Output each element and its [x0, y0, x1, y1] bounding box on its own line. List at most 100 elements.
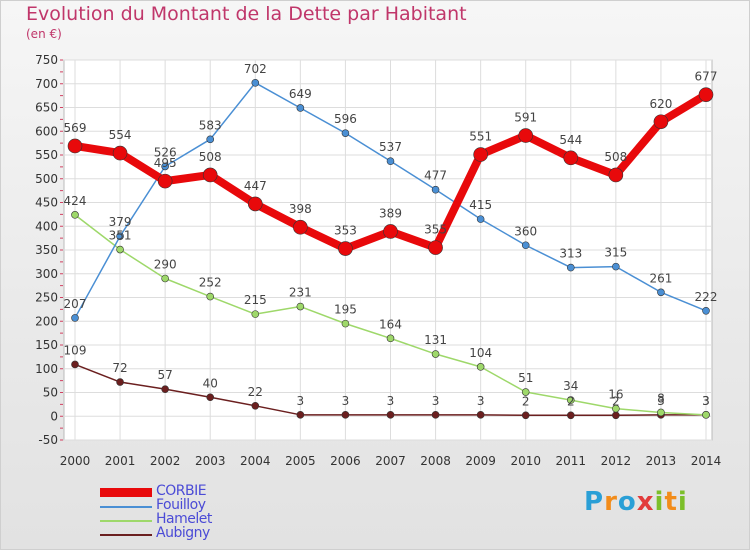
data-label-fouilloy: 596	[334, 112, 357, 126]
data-point-aubigny	[476, 411, 485, 419]
data-point-fouilloy	[116, 232, 124, 241]
data-point-fouilloy	[657, 288, 665, 297]
x-tick-label: 2004	[240, 454, 271, 468]
data-label-hamelet: 3	[702, 394, 710, 408]
logo-letter: x	[636, 487, 655, 517]
y-tick-label: 100	[35, 362, 58, 376]
x-tick-label: 2006	[330, 454, 361, 468]
data-point-corbie	[518, 128, 534, 143]
data-label-aubigny: 2	[612, 394, 620, 408]
y-tick-label: 0	[50, 409, 58, 423]
logo-letter: r	[604, 487, 618, 517]
legend: CORBIE Fouilloy Hamelet Aubigny	[100, 483, 300, 541]
data-point-corbie	[563, 150, 579, 166]
data-point-fouilloy	[476, 215, 485, 223]
data-point-hamelet	[206, 292, 215, 301]
data-point-corbie	[428, 240, 443, 255]
data-label-hamelet: 8	[657, 391, 665, 405]
chart-title: Evolution du Montant de la Dette par Hab…	[26, 3, 467, 25]
data-point-hamelet	[296, 302, 305, 311]
chart-subtitle: (en €)	[26, 27, 62, 41]
y-tick-label: 600	[35, 124, 58, 138]
x-tick-label: 2013	[646, 454, 677, 468]
legend-swatch-corbie	[100, 488, 152, 497]
x-tick-label: 2005	[285, 454, 316, 468]
data-label-fouilloy: 702	[244, 62, 267, 76]
data-label-corbie: 398	[289, 202, 312, 216]
data-point-corbie	[338, 241, 353, 256]
data-label-aubigny: 3	[342, 394, 350, 408]
data-point-hamelet	[116, 245, 124, 254]
data-label-corbie: 544	[559, 133, 582, 147]
legend-item: CORBIE	[100, 483, 300, 499]
data-label-corbie: 353	[334, 224, 357, 238]
data-label-hamelet: 131	[424, 333, 447, 347]
y-tick-label: 650	[35, 101, 58, 115]
data-point-hamelet	[161, 274, 169, 283]
legend-item: Aubigny	[100, 525, 300, 541]
y-tick-label: 350	[35, 243, 58, 257]
y-tick-label: 300	[35, 267, 58, 281]
data-point-corbie	[698, 87, 714, 102]
data-point-fouilloy	[161, 162, 169, 171]
data-point-aubigny	[566, 411, 575, 420]
x-tick-label: 2010	[510, 454, 541, 468]
data-label-fouilloy: 207	[64, 297, 87, 311]
data-label-corbie: 508	[604, 150, 627, 164]
x-tick-label: 2009	[465, 454, 496, 468]
data-label-hamelet: 252	[199, 276, 222, 290]
data-point-corbie	[473, 147, 488, 162]
data-label-aubigny: 3	[387, 394, 395, 408]
data-label-aubigny: 2	[522, 394, 530, 408]
data-label-fouilloy: 313	[559, 247, 582, 261]
x-tick-label: 2008	[420, 454, 451, 468]
data-label-hamelet: 424	[64, 194, 87, 208]
legend-label: CORBIE	[156, 483, 207, 499]
data-label-fouilloy: 583	[199, 118, 222, 132]
data-point-hamelet	[431, 350, 440, 358]
data-label-fouilloy: 649	[289, 87, 312, 101]
legend-swatch-fouilloy	[100, 506, 152, 508]
data-label-corbie: 447	[244, 179, 267, 193]
data-label-hamelet: 215	[244, 293, 267, 307]
data-point-fouilloy	[702, 306, 710, 315]
data-label-aubigny: 40	[203, 376, 218, 390]
data-point-hamelet	[341, 319, 350, 328]
y-tick-label: 700	[35, 77, 58, 91]
y-tick-label: 150	[35, 338, 58, 352]
data-label-aubigny: 57	[158, 368, 173, 382]
data-point-fouilloy	[71, 314, 79, 322]
data-point-aubigny	[116, 378, 124, 386]
data-label-corbie: 677	[695, 70, 718, 84]
x-tick-label: 2000	[60, 454, 91, 468]
legend-label: Aubigny	[156, 525, 210, 541]
x-tick-label: 2014	[691, 454, 722, 468]
data-label-corbie: 591	[514, 111, 537, 125]
data-label-corbie: 554	[109, 128, 132, 142]
x-tick-label: 2011	[556, 454, 587, 468]
legend-swatch-hamelet	[100, 520, 152, 522]
data-label-fouilloy: 315	[604, 246, 627, 260]
y-tick-label: -50	[38, 433, 58, 447]
y-tick-label: 400	[35, 219, 58, 233]
y-tick-label: 250	[35, 291, 58, 305]
data-label-corbie: 389	[379, 206, 402, 220]
data-point-corbie	[383, 224, 398, 239]
y-tick-label: 200	[35, 314, 58, 328]
logo-letter: i	[654, 487, 665, 517]
data-point-hamelet	[657, 408, 665, 417]
data-point-fouilloy	[386, 157, 395, 165]
data-label-aubigny: 3	[702, 394, 710, 408]
data-point-aubigny	[521, 411, 530, 420]
data-label-fouilloy: 415	[469, 198, 492, 212]
data-label-corbie: 355	[424, 223, 447, 237]
data-point-aubigny	[206, 393, 215, 402]
data-point-corbie	[112, 145, 128, 161]
y-tick-label: 750	[35, 53, 58, 67]
data-point-fouilloy	[612, 262, 620, 271]
data-point-hamelet	[251, 310, 260, 318]
y-tick-label: 500	[35, 172, 58, 186]
legend-item: Hamelet	[100, 511, 300, 527]
data-point-fouilloy	[296, 104, 305, 112]
